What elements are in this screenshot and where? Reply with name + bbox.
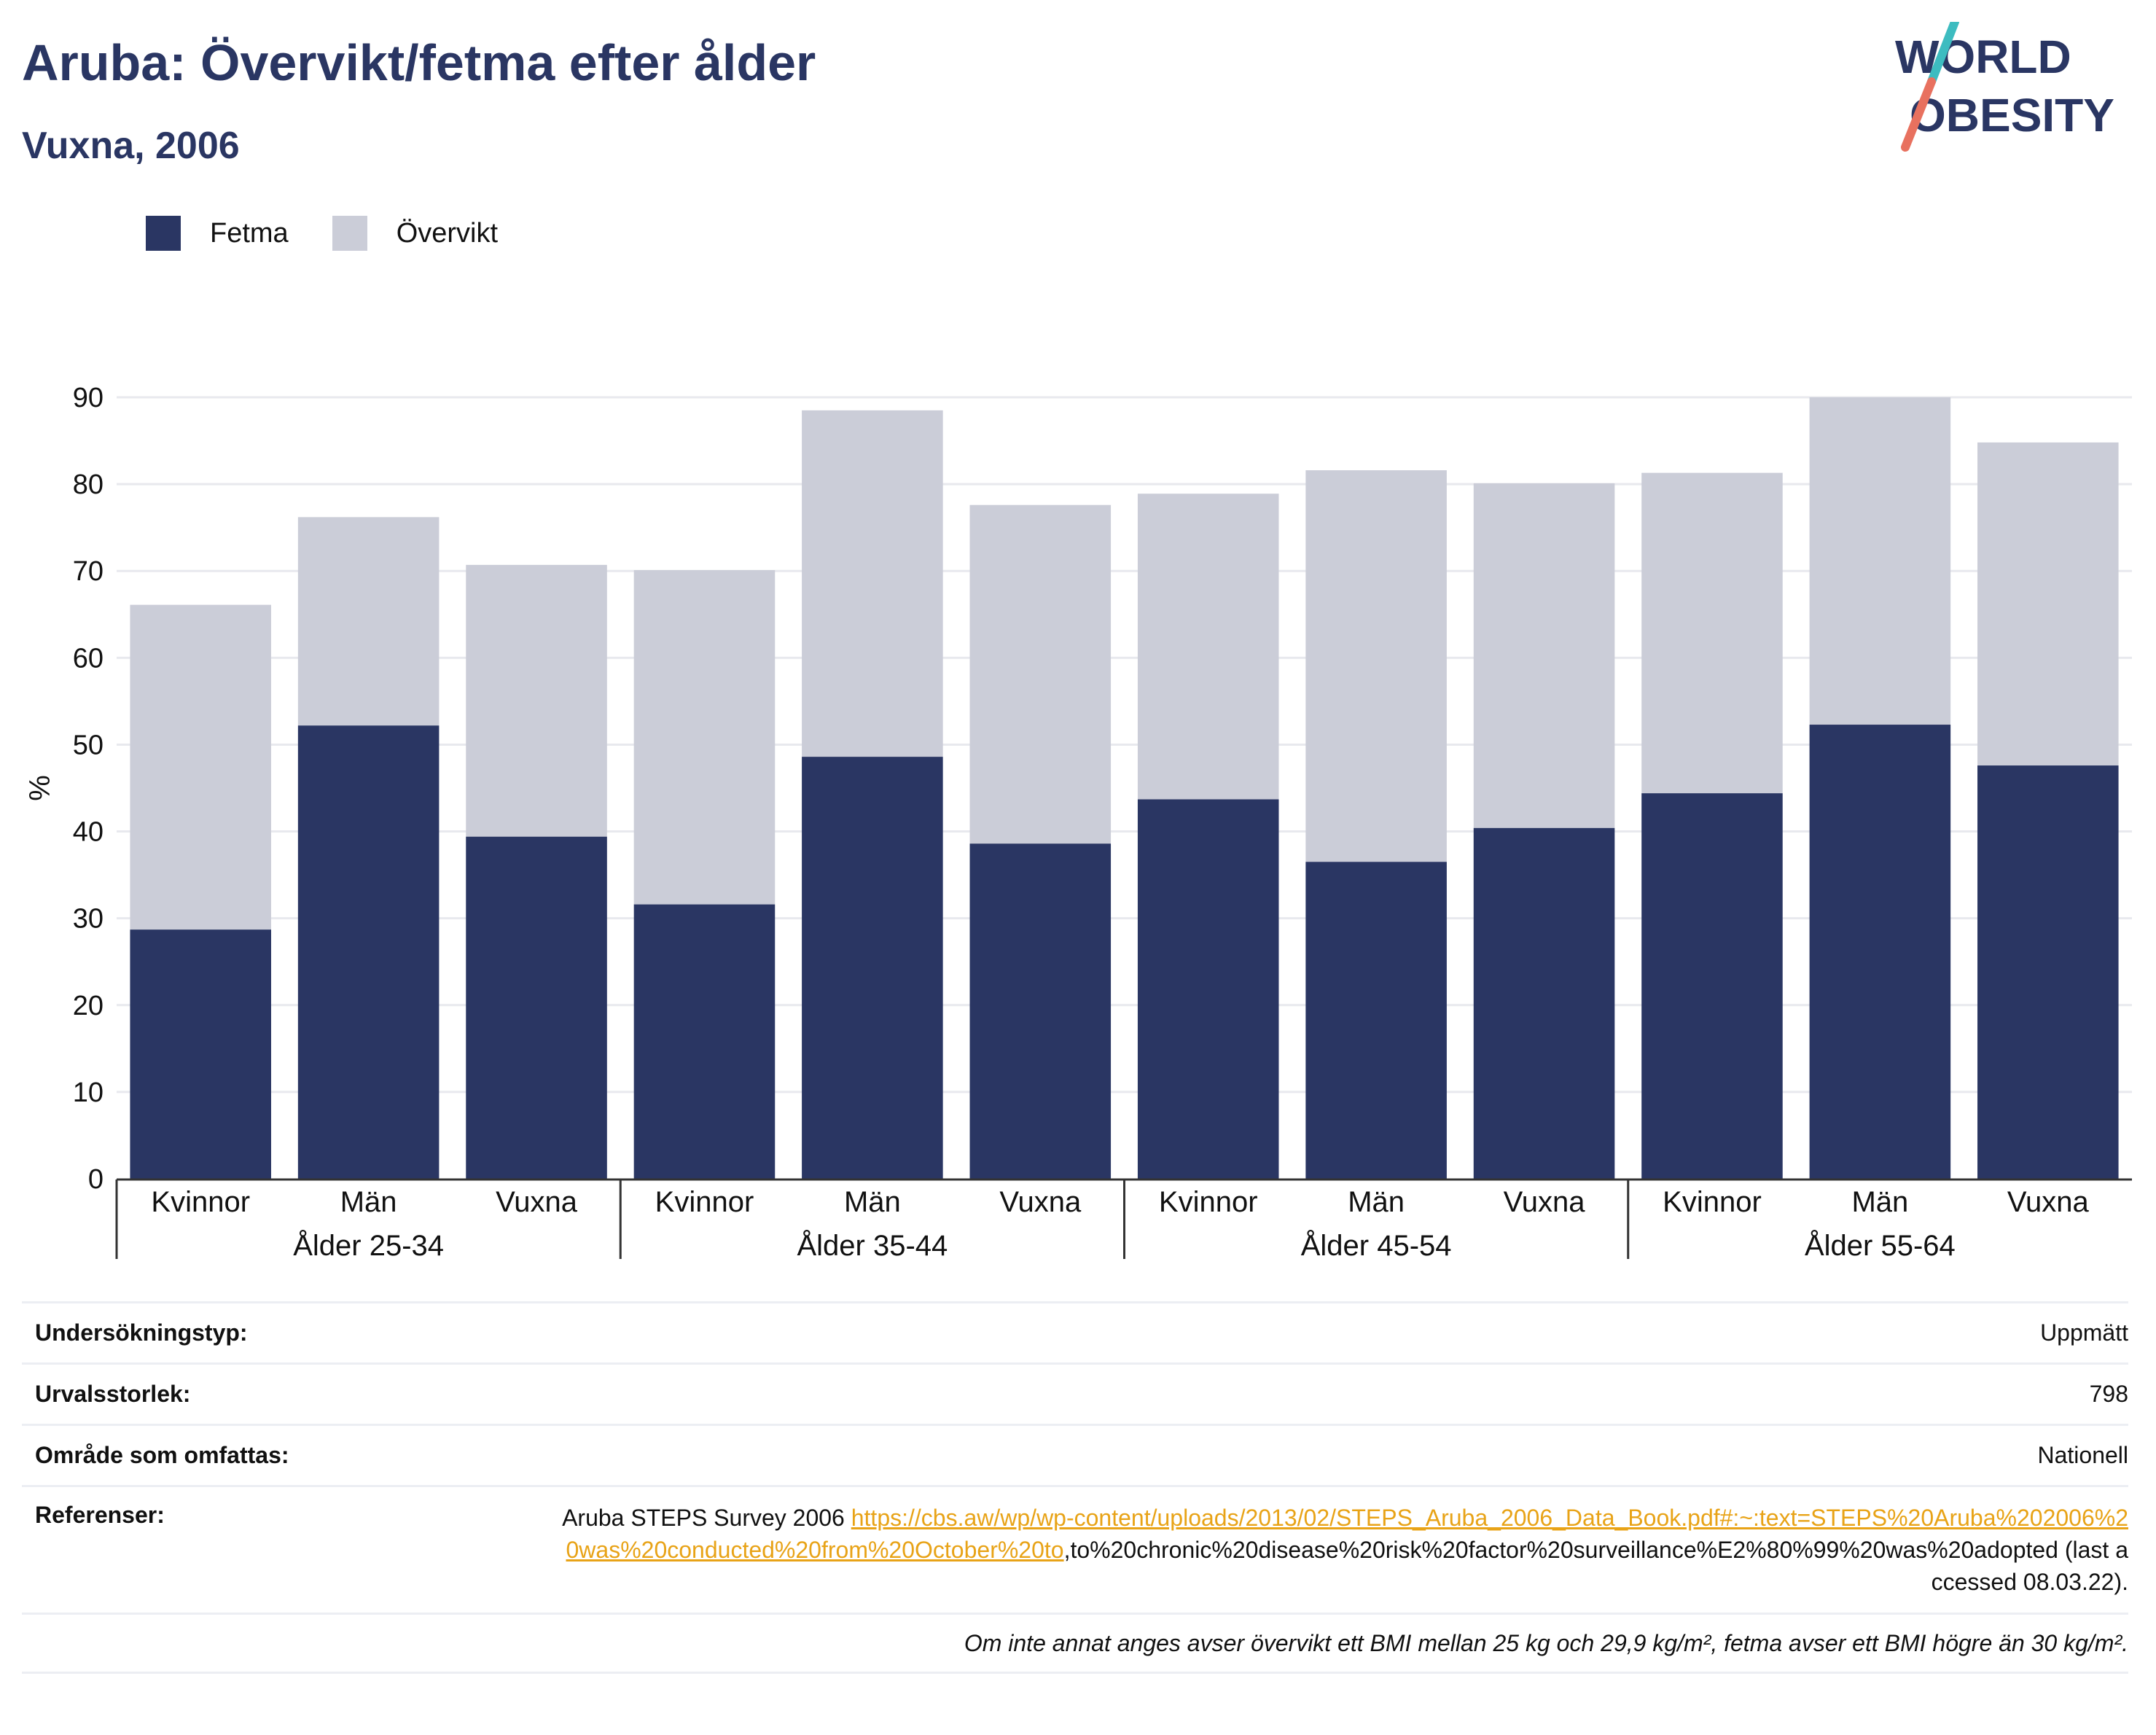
- x-tick-label: Vuxna: [2007, 1186, 2090, 1218]
- legend-label-fetma: Fetma: [210, 217, 289, 249]
- x-tick-label: Män: [340, 1186, 397, 1218]
- bar-fetma: [1305, 862, 1447, 1179]
- y-tick-label: 90: [73, 383, 103, 413]
- y-axis-title: %: [24, 775, 56, 801]
- bar-overvikt: [1809, 397, 1951, 725]
- info-table: Undersökningstyp: Uppmätt Urvalsstorlek:…: [22, 1301, 2128, 1674]
- sample-size-label: Urvalsstorlek:: [35, 1381, 191, 1407]
- bar-overvikt: [466, 564, 607, 837]
- bar-overvikt: [802, 410, 943, 757]
- x-tick-label: Vuxna: [999, 1186, 1082, 1218]
- group-label: Ålder 35-44: [797, 1229, 948, 1262]
- logo-line1: WORLD: [1895, 31, 2071, 83]
- y-tick-label: 70: [73, 556, 103, 587]
- legend-label-overvikt: Övervikt: [396, 217, 499, 249]
- logo-line2: OBESITY: [1910, 89, 2114, 141]
- bar-fetma: [802, 757, 943, 1179]
- group-label: Ålder 55-64: [1805, 1229, 1956, 1262]
- y-tick-label: 20: [73, 991, 103, 1021]
- sample-size-value: 798: [2089, 1381, 2128, 1407]
- info-row-sample-size: Urvalsstorlek: 798: [22, 1362, 2128, 1424]
- chart-subtitle: Vuxna, 2006: [22, 125, 240, 167]
- legend-item-overvikt[interactable]: Övervikt: [332, 216, 498, 251]
- area-value: Nationell: [2037, 1442, 2128, 1468]
- bar-fetma: [1473, 827, 1615, 1179]
- references-value: Aruba STEPS Survey 2006 https://cbs.aw/w…: [561, 1502, 2128, 1598]
- x-tick-label: Vuxna: [1504, 1186, 1586, 1218]
- info-row-survey-type: Undersökningstyp: Uppmätt: [22, 1301, 2128, 1362]
- logo-slash-bottom: [1901, 77, 1936, 152]
- chart-title: Aruba: Övervikt/fetma efter ålder: [22, 34, 816, 91]
- y-tick-label: 60: [73, 643, 103, 674]
- group-label: Ålder 45-54: [1301, 1229, 1452, 1262]
- group-label: Ålder 25-34: [293, 1229, 444, 1262]
- survey-type-value: Uppmätt: [2040, 1319, 2128, 1346]
- references-suffix: ,to%20chronic%20disease%20risk%20factor%…: [1063, 1537, 2128, 1595]
- legend-swatch-fetma: [146, 216, 181, 251]
- bar-overvikt: [1305, 470, 1447, 862]
- bar-overvikt: [297, 517, 440, 726]
- survey-type-label: Undersökningstyp:: [35, 1319, 248, 1346]
- bar-fetma: [1137, 799, 1279, 1179]
- info-row-note: Om inte annat anges avser övervikt ett B…: [22, 1613, 2128, 1674]
- bar-chart: 0 10 20 30 40 50 60 70 80 90% Kvinnor Män Vuxna Kvinn…: [24, 383, 2132, 1262]
- x-tick-label: Män: [1851, 1186, 1908, 1218]
- bar-overvikt: [1137, 494, 1279, 800]
- bar-fetma: [969, 843, 1112, 1179]
- bmi-note: Om inte annat anges avser övervikt ett B…: [964, 1629, 2128, 1656]
- world-obesity-logo: WORLD OBESITY: [1895, 22, 2114, 152]
- y-tick-label: 0: [88, 1164, 103, 1195]
- info-row-references: Referenser: Aruba STEPS Survey 2006 http…: [22, 1485, 2128, 1613]
- bar-overvikt: [1977, 442, 2119, 766]
- references-prefix: Aruba STEPS Survey 2006: [562, 1505, 851, 1531]
- y-tick-label: 80: [73, 469, 103, 500]
- bar-fetma: [1809, 725, 1951, 1179]
- bar-fetma: [633, 904, 776, 1179]
- bar-overvikt: [1641, 472, 1783, 794]
- x-tick-label: Män: [844, 1186, 901, 1218]
- bar-fetma: [130, 929, 271, 1179]
- x-tick-label: Kvinnor: [655, 1186, 754, 1218]
- legend-swatch-overvikt: [332, 216, 367, 251]
- area-label: Område som omfattas:: [35, 1442, 289, 1468]
- references-label: Referenser:: [35, 1502, 165, 1528]
- bar-overvikt: [633, 570, 776, 905]
- x-tick-label: Kvinnor: [1663, 1186, 1762, 1218]
- chart-legend: Fetma Övervikt: [146, 216, 542, 251]
- y-tick-label: 40: [73, 817, 103, 848]
- x-tick-label: Kvinnor: [151, 1186, 250, 1218]
- x-tick-label: Kvinnor: [1159, 1186, 1258, 1218]
- y-tick-label: 50: [73, 730, 103, 760]
- bar-fetma: [1641, 793, 1783, 1179]
- bar-overvikt: [1473, 483, 1615, 828]
- legend-item-fetma[interactable]: Fetma: [146, 216, 289, 251]
- y-tick-label: 10: [73, 1077, 103, 1108]
- x-tick-label: Män: [1348, 1186, 1405, 1218]
- references-link[interactable]: https://cbs.aw/wp/wp-content/uploads/201…: [566, 1505, 2129, 1563]
- bar-overvikt: [130, 604, 271, 930]
- bar-fetma: [466, 836, 607, 1179]
- logo-slash-top: [1927, 22, 1959, 86]
- info-row-area: Område som omfattas: Nationell: [22, 1424, 2128, 1485]
- bar-overvikt: [969, 504, 1112, 844]
- bar-fetma: [1977, 765, 2119, 1179]
- x-tick-label: Vuxna: [496, 1186, 578, 1218]
- y-tick-label: 30: [73, 904, 103, 935]
- bar-fetma: [297, 725, 440, 1179]
